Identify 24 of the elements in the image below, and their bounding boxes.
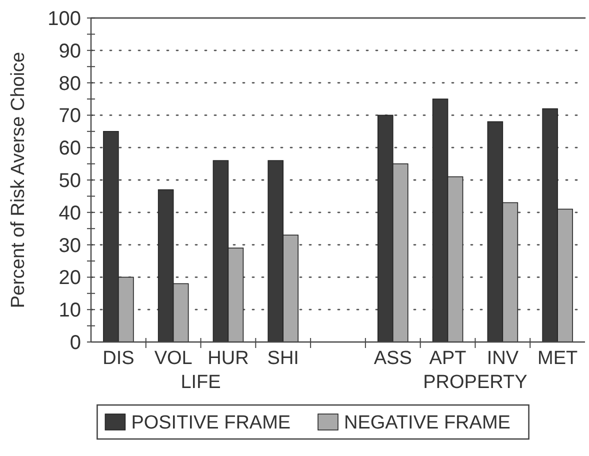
legend-label: NEGATIVE FRAME bbox=[344, 412, 510, 434]
y-tick-label: 50 bbox=[58, 170, 81, 192]
y-tick-label: 40 bbox=[58, 202, 81, 224]
y-axis-title: Percent of Risk Averse Choice bbox=[8, 52, 29, 308]
y-tick-label: 10 bbox=[58, 300, 81, 322]
y-tick-label: 20 bbox=[58, 267, 81, 290]
y-tick-label: 90 bbox=[58, 40, 81, 62]
text: LIFE bbox=[180, 372, 221, 393]
y-tick-label: 0 bbox=[70, 332, 81, 354]
legend-label: POSITIVE FRAME bbox=[131, 412, 291, 434]
x-tick-label: ASS bbox=[374, 348, 412, 369]
text: PROPERTY bbox=[423, 372, 528, 393]
y-tick-label: 80 bbox=[58, 72, 81, 95]
x-tick-label: VOL bbox=[154, 348, 192, 369]
x-tick-label: SHI bbox=[267, 348, 299, 369]
x-tick-label: INV bbox=[486, 348, 519, 369]
x-tick-label: APT bbox=[429, 348, 467, 369]
y-tick-label: 100 bbox=[48, 8, 81, 30]
y-tick-label: 70 bbox=[58, 105, 81, 128]
y-tick-label: 30 bbox=[58, 234, 81, 257]
y-tick-label: 60 bbox=[58, 138, 81, 160]
x-tick-label: MET bbox=[538, 348, 578, 369]
x-tick-label: HUR bbox=[208, 348, 249, 369]
x-tick-label: DIS bbox=[102, 348, 134, 369]
